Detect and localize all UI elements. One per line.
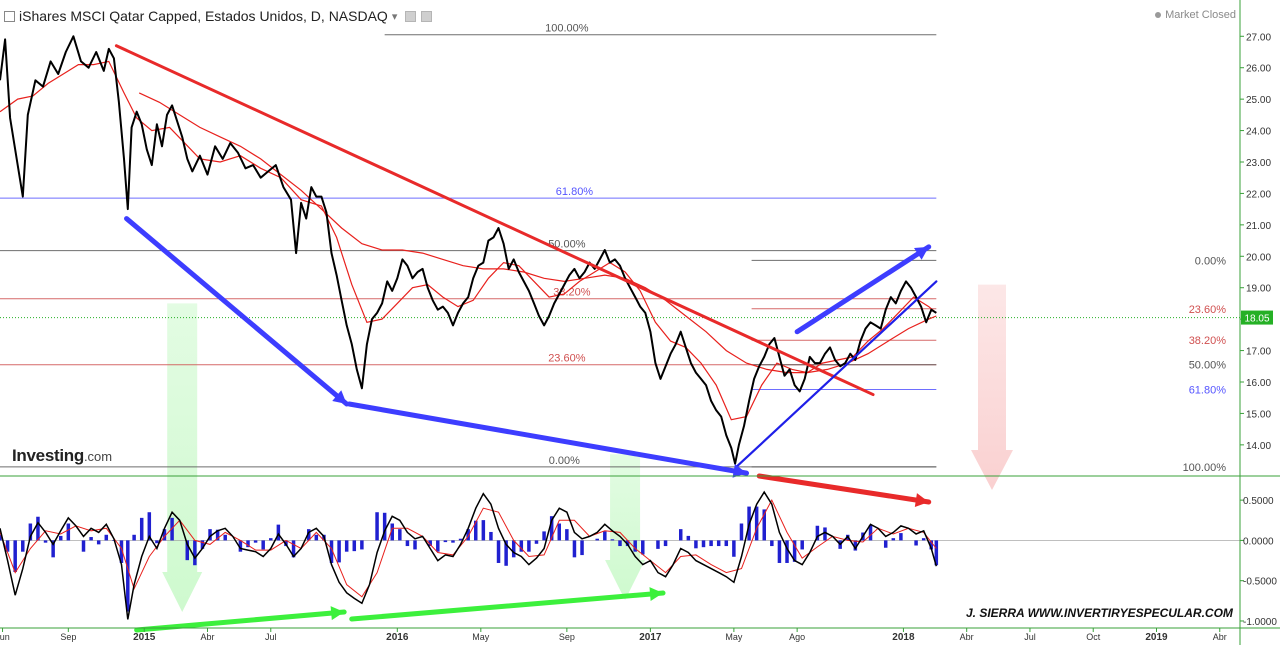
blue-falling-1-head: [332, 390, 347, 404]
blue-falling-2: [346, 401, 750, 476]
x-tick-label: Sep: [60, 632, 76, 642]
blue-support-rising: [735, 280, 938, 468]
green-divergence-2: [349, 590, 666, 622]
x-tick-label: 2019: [1145, 632, 1168, 643]
blue-falling-1: [124, 216, 350, 407]
fib-label: 100.00%: [1183, 462, 1227, 474]
last-price-tag: [1241, 310, 1273, 325]
green-shade-2: [605, 454, 646, 600]
fib-label: 61.80%: [556, 186, 594, 198]
x-tick-label: Jul: [265, 632, 277, 642]
price-line: [0, 35, 937, 465]
red-divergence-head: [914, 493, 929, 507]
y-tick-label: 14.00: [1246, 441, 1271, 452]
last-price-value: 18.05: [1244, 314, 1269, 325]
blue-rising-top: [794, 244, 932, 335]
x-tick-label: Abr: [201, 632, 215, 642]
fib-label: 50.00%: [1189, 360, 1227, 372]
settings-icon[interactable]: [405, 10, 417, 22]
macd-y-tick-label: -0.5000: [1243, 577, 1277, 588]
macd-y-tick-label: 0.5000: [1243, 496, 1274, 507]
fib-label: 0.00%: [1195, 255, 1226, 267]
logo-suffix: .com: [83, 449, 113, 464]
y-tick-label: 24.00: [1246, 127, 1271, 138]
x-tick-label: Ago: [789, 632, 805, 642]
macd-y-tick-label: 0.0000: [1243, 536, 1274, 547]
green-divergence-2-head: [649, 587, 664, 602]
green-divergence-1: [134, 609, 347, 633]
fib-label: 23.60%: [1189, 304, 1227, 316]
red-resistance: [114, 44, 875, 397]
instrument-title: iShares MSCI Qatar Capped, Estados Unido…: [19, 8, 388, 24]
fib-label: 38.20%: [1189, 335, 1227, 347]
y-tick-label: 16.00: [1246, 378, 1271, 389]
x-tick-label: May: [472, 632, 490, 642]
x-tick-label: 2015: [133, 632, 156, 643]
x-tick-label: Abr: [960, 632, 974, 642]
y-tick-label: 27.00: [1246, 32, 1271, 43]
fib-label: 23.60%: [548, 353, 586, 365]
market-status-text: Market Closed: [1165, 9, 1236, 21]
blue-falling-2-head: [732, 464, 747, 478]
y-tick-label: 21.00: [1246, 221, 1271, 232]
macd-line: [0, 490, 938, 620]
y-tick-label: 26.00: [1246, 64, 1271, 75]
y-tick-label: 17.00: [1246, 347, 1271, 358]
y-tick-label: 20.00: [1246, 252, 1271, 263]
logo-name: Investing: [12, 446, 84, 465]
x-tick-label: Sep: [559, 632, 575, 642]
fib-label: 0.00%: [549, 455, 580, 467]
y-tick-label: 19.00: [1246, 284, 1271, 295]
macd-signal-line: [0, 498, 937, 598]
blue-rising-top-head: [914, 246, 929, 260]
chart-header: iShares MSCI Qatar Capped, Estados Unido…: [4, 6, 433, 26]
fib-label: 61.80%: [1189, 385, 1227, 397]
green-divergence-1-head: [330, 606, 345, 621]
red-shade: [971, 284, 1013, 490]
red-divergence: [756, 473, 932, 505]
title-dropdown-arrow[interactable]: ▾: [391, 10, 398, 23]
macd-y-tick-label: -1.0000: [1243, 617, 1277, 628]
close-icon[interactable]: [421, 10, 433, 22]
market-status: Market Closed: [1155, 9, 1236, 21]
moving-average-short: [0, 60, 937, 421]
x-tick-label: Jul: [1024, 632, 1036, 642]
green-shade-1: [162, 303, 203, 612]
x-tick-label: 2018: [892, 632, 915, 643]
x-tick-label: Abr: [1213, 632, 1227, 642]
x-tick-label: 2017: [639, 632, 662, 643]
fib-label: 100.00%: [545, 23, 589, 35]
y-tick-label: 15.00: [1246, 409, 1271, 420]
collapse-checkbox[interactable]: [4, 10, 15, 22]
y-tick-label: 22.00: [1246, 189, 1271, 200]
moving-average-long: [138, 92, 937, 374]
x-tick-label: Oct: [1086, 632, 1101, 642]
x-tick-label: May: [725, 632, 743, 642]
x-tick-label: 2016: [386, 632, 409, 643]
status-dot-icon: [1155, 12, 1162, 18]
y-tick-label: 23.00: [1246, 158, 1271, 169]
x-tick-label: Jun: [0, 632, 10, 642]
investing-logo: Investing.com: [12, 446, 112, 466]
y-tick-label: 25.00: [1246, 95, 1271, 106]
author-credit: J. SIERRA WWW.INVERTIRYESPECULAR.COM: [966, 606, 1233, 620]
